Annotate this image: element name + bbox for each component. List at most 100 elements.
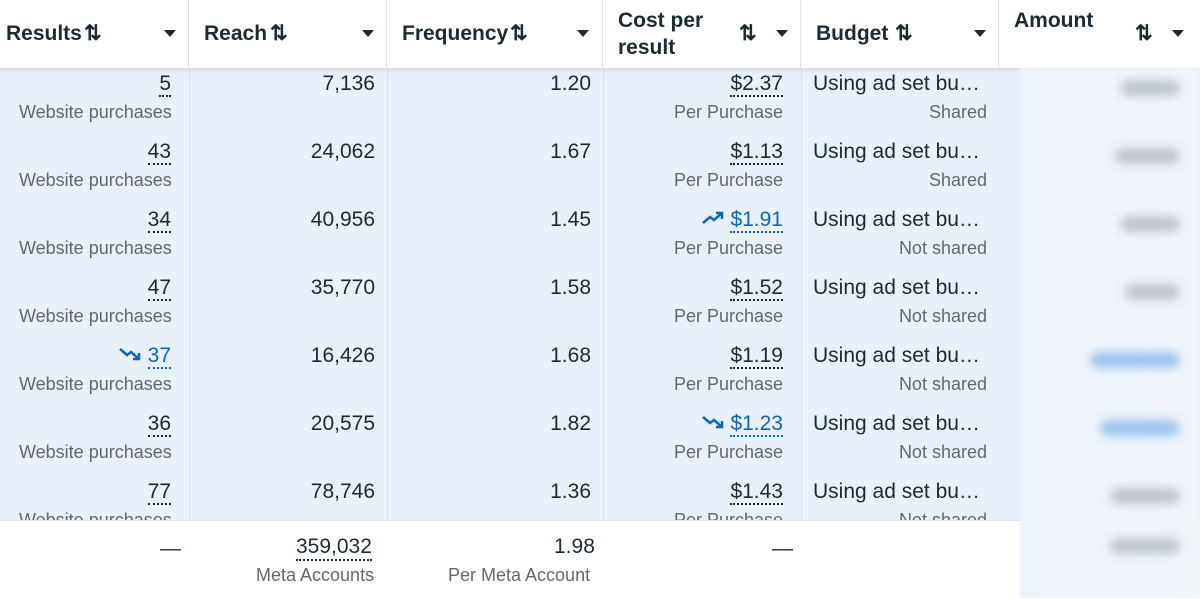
chevron-down-icon[interactable] <box>1172 30 1184 37</box>
cost-value[interactable]: $1.23 <box>730 412 783 437</box>
redacted-value <box>1120 216 1180 232</box>
results-cell: 5 <box>159 72 171 97</box>
frequency-value: 1.36 <box>550 480 591 503</box>
results-value[interactable]: 77 <box>147 480 171 505</box>
sort-icon[interactable]: ⇅ <box>84 22 102 45</box>
cost-value[interactable]: $2.37 <box>730 72 783 97</box>
cost-cell: $1.23 <box>701 412 783 437</box>
table-row: 43 Website purchases 24,062 1.67 $1.13 P… <box>0 136 1200 204</box>
redacted-value <box>1110 538 1180 554</box>
cost-value[interactable]: $1.91 <box>730 208 783 233</box>
reach-value: 24,062 <box>310 140 375 163</box>
sort-icon[interactable]: ⇅ <box>895 22 913 45</box>
results-cell: 43 <box>147 140 171 165</box>
sort-icon[interactable]: ⇅ <box>510 22 528 45</box>
budget-value: Using ad set bu… <box>813 72 980 95</box>
cost-value[interactable]: $1.19 <box>730 344 783 369</box>
results-cell: 77 <box>147 480 171 505</box>
results-cell: 34 <box>147 208 171 233</box>
reach-value: 20,575 <box>310 412 375 435</box>
cost-value[interactable]: $1.52 <box>730 276 783 301</box>
cost-type: Per Purchase <box>673 238 783 258</box>
results-type: Website purchases <box>19 170 172 190</box>
sort-icon[interactable]: ⇅ <box>1135 22 1153 45</box>
cost-value[interactable]: $1.13 <box>730 140 783 165</box>
chevron-down-icon[interactable] <box>362 30 374 37</box>
trend-down-icon <box>701 412 725 436</box>
table-header: Results ⇅ Reach ⇅ Frequency ⇅ Cost per r… <box>0 0 1200 69</box>
total-results: — <box>160 537 181 560</box>
redacted-value <box>1100 420 1180 436</box>
chevron-down-icon[interactable] <box>164 30 176 37</box>
results-value[interactable]: 47 <box>147 276 171 301</box>
column-title-amount: Amount <box>1014 9 1094 32</box>
column-title-cost-line2: result <box>618 36 676 59</box>
frequency-value: 1.82 <box>550 412 591 435</box>
reach-value: 7,136 <box>322 72 375 95</box>
sort-icon[interactable]: ⇅ <box>739 22 757 45</box>
total-frequency: 1.98 <box>554 535 595 558</box>
redacted-value <box>1115 148 1180 164</box>
table-row: 47 Website purchases 35,770 1.58 $1.52 P… <box>0 272 1200 340</box>
cost-cell: $1.91 <box>701 208 783 233</box>
budget-value: Using ad set bu… <box>813 344 980 367</box>
results-type: Website purchases <box>19 102 172 122</box>
results-value[interactable]: 37 <box>147 344 171 369</box>
column-divider <box>189 68 190 520</box>
results-type: Website purchases <box>19 306 172 326</box>
cost-type: Per Purchase <box>673 374 783 394</box>
total-reach-sub: Meta Accounts <box>256 565 375 585</box>
cost-cell: $1.13 <box>730 140 783 165</box>
frequency-value: 1.68 <box>550 344 591 367</box>
results-value[interactable]: 5 <box>159 72 171 97</box>
sort-icon[interactable]: ⇅ <box>270 22 288 45</box>
cost-cell: $1.52 <box>730 276 783 301</box>
results-type: Website purchases <box>19 442 172 462</box>
results-type: Website purchases <box>19 510 172 520</box>
budget-sharing: Not shared <box>898 238 987 258</box>
cost-cell: $2.37 <box>730 72 783 97</box>
frequency-value: 1.67 <box>550 140 591 163</box>
chevron-down-icon[interactable] <box>776 30 788 37</box>
budget-value: Using ad set bu… <box>813 140 980 163</box>
budget-value: Using ad set bu… <box>813 276 980 299</box>
reach-value: 78,746 <box>310 480 375 503</box>
total-frequency-sub: Per Meta Account <box>448 565 591 585</box>
chevron-down-icon[interactable] <box>974 30 986 37</box>
budget-sharing: Shared <box>928 102 987 122</box>
results-value[interactable]: 34 <box>147 208 171 233</box>
redacted-value <box>1120 80 1180 96</box>
redacted-value <box>1125 284 1180 300</box>
chevron-down-icon[interactable] <box>577 30 589 37</box>
column-divider <box>603 68 604 520</box>
column-title-cost-line1: Cost per <box>618 9 704 32</box>
results-value[interactable]: 43 <box>147 140 171 165</box>
table-row: 36 Website purchases 20,575 1.82 $1.23 P… <box>0 408 1200 476</box>
column-header-reach[interactable]: Reach ⇅ <box>189 0 387 68</box>
results-value[interactable]: 36 <box>147 412 171 437</box>
frequency-value: 1.20 <box>550 72 591 95</box>
column-header-frequency[interactable]: Frequency ⇅ <box>387 0 603 68</box>
budget-value: Using ad set bu… <box>813 208 980 231</box>
cost-type: Per Purchase <box>673 510 783 520</box>
budget-sharing: Not shared <box>898 374 987 394</box>
column-header-results[interactable]: Results ⇅ <box>0 0 189 68</box>
column-header-budget[interactable]: Budget ⇅ <box>801 0 999 68</box>
table-row: 5 Website purchases 7,136 1.20 $2.37 Per… <box>0 68 1200 136</box>
budget-value: Using ad set bu… <box>813 412 980 435</box>
results-cell: 47 <box>147 276 171 301</box>
cost-cell: $1.43 <box>730 480 783 505</box>
budget-sharing: Not shared <box>898 306 987 326</box>
cost-cell: $1.19 <box>730 344 783 369</box>
total-reach[interactable]: 359,032 <box>296 535 372 561</box>
cost-value[interactable]: $1.43 <box>730 480 783 505</box>
redacted-value <box>1090 352 1180 368</box>
column-title-frequency: Frequency <box>402 22 509 45</box>
column-title-results: Results <box>6 22 82 45</box>
reach-value: 16,426 <box>310 344 375 367</box>
column-header-amount[interactable]: Amount ⇅ <box>999 0 1200 68</box>
column-header-cost-per-result[interactable]: Cost per result ⇅ <box>603 0 801 68</box>
column-title-budget: Budget <box>816 22 889 45</box>
budget-sharing: Shared <box>928 170 987 190</box>
table-body: 5 Website purchases 7,136 1.20 $2.37 Per… <box>0 68 1200 520</box>
